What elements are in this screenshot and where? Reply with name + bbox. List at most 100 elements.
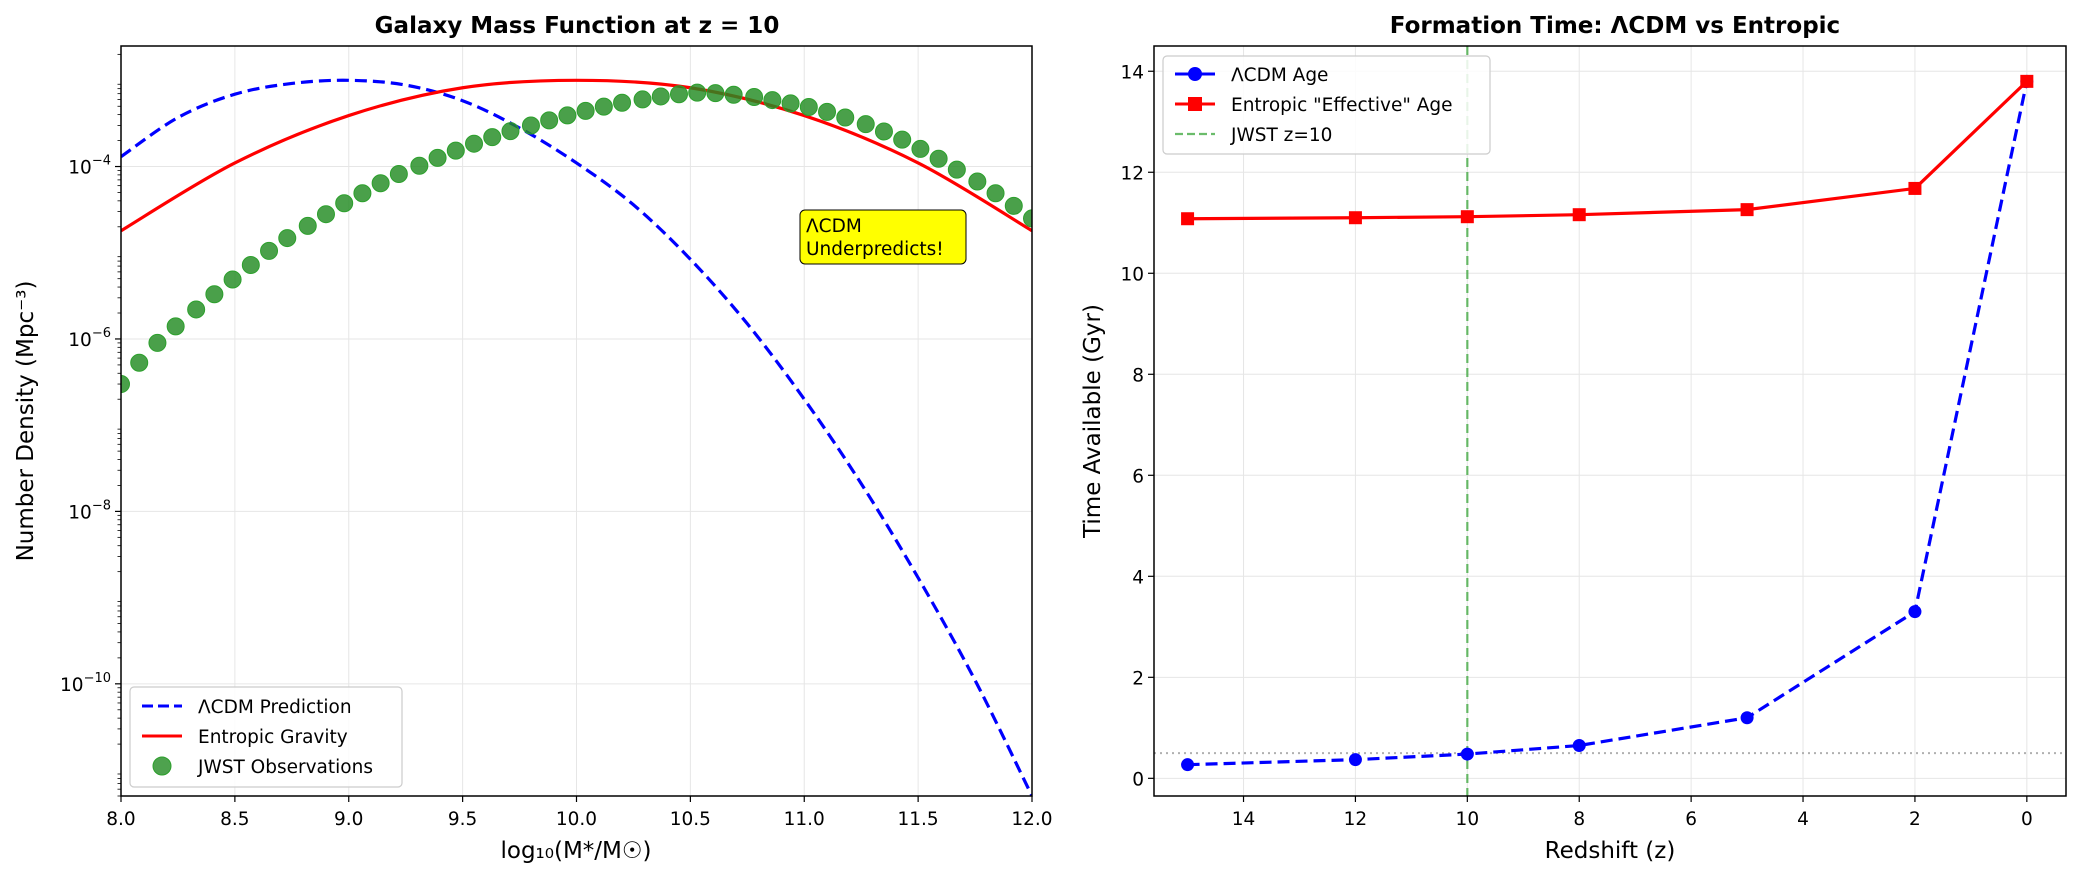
jwst-observation-point (446, 141, 465, 160)
jwst-observation-point (706, 84, 725, 103)
entropic-age-point (1460, 210, 1474, 224)
jwst-observation-point (148, 333, 167, 352)
lcdm-age-point (1740, 711, 1754, 725)
left-series-group (121, 78, 1032, 796)
jwst-observation-point (521, 116, 540, 135)
right-x-tick-label: 10 (1456, 809, 1480, 830)
left-y-tick-label: 10−6 (68, 326, 111, 351)
legend-label-entropic-gravity: Entropic Gravity (198, 727, 348, 748)
jwst-observation-point (298, 216, 317, 235)
jwst-observation-point (799, 98, 818, 117)
right-axes-frame (1153, 45, 2067, 797)
jwst-observation-point (968, 172, 987, 191)
jwst-observation-point (260, 241, 279, 260)
right-y-axis-label: Time Available (Gyr) (1080, 304, 1106, 539)
jwst-observation-point (594, 97, 613, 116)
right-chart-panel: Formation Time: ΛCDM vs Entropic 14 12 10 8… (1080, 13, 2067, 864)
annotation-line-2: Underpredicts! (806, 239, 944, 260)
legend-marker-entropic-age (1188, 97, 1202, 111)
jwst-observation-point (856, 115, 875, 134)
right-x-tick-label: 4 (1797, 809, 1809, 830)
jwst-observation-point (929, 149, 948, 168)
jwst-observation-point (205, 285, 224, 304)
jwst-observation-point (465, 134, 484, 153)
legend-label-lcdm-prediction: ΛCDM Prediction (198, 697, 352, 718)
lcdm-age-line (1187, 81, 2029, 767)
right-y-tick-label: 6 (1132, 466, 1144, 487)
jwst-observation-point (874, 122, 893, 141)
lcdm-prediction-line (121, 78, 1032, 796)
jwst-observation-point (428, 148, 447, 167)
jwst-observation-point (353, 184, 372, 203)
left-x-tick-label: 8.5 (220, 809, 249, 830)
left-gridlines (120, 46, 1033, 796)
left-y-tick-label: 10−4 (68, 154, 111, 179)
entropic-age-point (1572, 208, 1586, 222)
legend-label-lcdm-age: ΛCDM Age (1231, 65, 1328, 86)
left-x-tick-label: 8.0 (106, 809, 135, 830)
left-y-axis-label: Number Density (Mpc⁻³) (13, 281, 39, 562)
left-chart-panel: Galaxy Mass Function at z = 10 ΛCDM Unde… (13, 13, 1053, 864)
legend-label-jwst-z10: JWST z=10 (1230, 125, 1332, 146)
jwst-observation-point (121, 375, 130, 394)
left-x-tick-label: 9.0 (334, 809, 363, 830)
lcdm-age-point (1348, 753, 1362, 767)
lcdm-age-point (1181, 758, 1195, 772)
jwst-observation-point (893, 130, 912, 149)
jwst-observation-point (745, 88, 764, 107)
left-x-tick-label: 12.0 (1011, 809, 1052, 830)
lcdm-age-point (1908, 605, 1922, 619)
left-legend-box (129, 686, 403, 788)
jwst-observation-point (130, 353, 149, 372)
left-x-tick-label: 10.5 (670, 809, 711, 830)
jwst-observation-point (576, 101, 595, 120)
jwst-observation-point (371, 174, 390, 193)
jwst-observation-point (1023, 209, 1032, 228)
jwst-observation-point (241, 256, 260, 275)
entropic-age-point (1740, 203, 1754, 217)
legend-marker-lcdm-age (1188, 67, 1202, 81)
right-x-axis-label: Redshift (z) (1545, 838, 1676, 864)
right-y-tick-label: 12 (1120, 163, 1144, 184)
right-x-tick-label: 6 (1685, 809, 1697, 830)
right-y-tick-label: 8 (1132, 365, 1144, 386)
jwst-observation-point (669, 85, 688, 104)
left-y-tick-label: 10−8 (68, 498, 111, 523)
right-x-tick-label: 14 (1232, 809, 1256, 830)
jwst-observation-point (781, 94, 800, 113)
right-x-tick-label: 2 (1909, 809, 1921, 830)
annotation-line-1: ΛCDM (806, 216, 862, 237)
left-x-tick-label: 11.5 (898, 809, 939, 830)
jwst-observation-point (911, 139, 930, 158)
right-legend: ΛCDM Age Entropic "Effective" Age JWST z… (1162, 55, 1491, 155)
entropic-gravity-line (121, 78, 1032, 233)
left-tick-labels: 8.0 8.5 9.0 9.5 10.0 10.5 11.0 11.5 12.0 10−4 10−6… (60, 53, 1053, 830)
right-y-tick-label: 2 (1132, 668, 1144, 689)
right-y-tick-label: 4 (1132, 567, 1144, 588)
left-x-tick-label: 10.0 (556, 809, 597, 830)
right-legend-box (1162, 55, 1491, 155)
right-y-tick-label: 14 (1120, 62, 1144, 83)
jwst-observation-point (1004, 196, 1023, 215)
right-y-tick-label: 10 (1120, 264, 1144, 285)
jwst-observation-point (223, 270, 242, 289)
jwst-observation-point (836, 108, 855, 127)
left-chart-title: Galaxy Mass Function at z = 10 (375, 13, 780, 39)
jwst-observation-point (389, 164, 408, 183)
jwst-observation-point (335, 194, 354, 213)
jwst-observation-point (166, 317, 185, 336)
entropic-age-point (1181, 212, 1195, 226)
annotation-box: ΛCDM Underpredicts! (799, 209, 967, 265)
jwst-observation-point (278, 229, 297, 248)
lcdm-age-point (1460, 747, 1474, 761)
right-gridlines (1154, 46, 2066, 796)
legend-label-jwst-observations: JWST Observations (197, 757, 373, 778)
entropic-age-point (1908, 181, 1922, 195)
jwst-observation-point (986, 184, 1005, 203)
legend-swatch-jwst-observations (152, 756, 172, 776)
jwst-observation-point (187, 300, 206, 319)
jwst-observation-point (763, 91, 782, 110)
left-x-tick-label: 9.5 (448, 809, 477, 830)
annotation-background (799, 209, 967, 265)
